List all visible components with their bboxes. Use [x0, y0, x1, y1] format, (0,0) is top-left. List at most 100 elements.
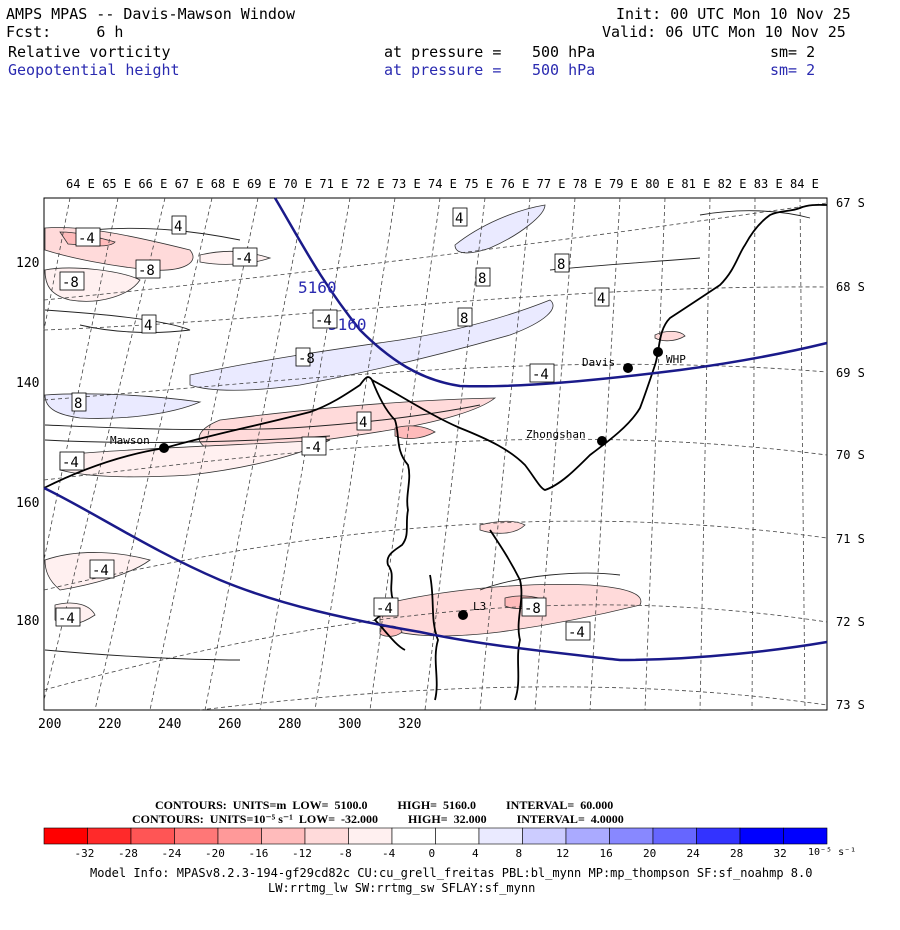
- colorbar-cell: [435, 827, 480, 845]
- latitude-label: 68 S: [836, 280, 865, 294]
- colorbar-cell: [217, 827, 262, 845]
- svg-text:-4: -4: [532, 367, 549, 383]
- vort-label: -8: [521, 597, 547, 617]
- colorbar-label: -12: [292, 847, 312, 860]
- colorbar-label: 4: [472, 847, 479, 860]
- x-tick-label: 260: [218, 717, 241, 732]
- map-frame: [43, 197, 828, 711]
- longitude-label: 72 E: [356, 177, 385, 191]
- model-info-line2: LW:rrtmg_lw SW:rrtmg_sw SFLAY:sf_mynn: [268, 881, 536, 895]
- right-latitude-labels: 67 S 68 S 69 S 70 S 71 S 72 S 73 S: [836, 196, 865, 712]
- colorbar-cell: [565, 827, 610, 845]
- svg-text:-4: -4: [78, 231, 95, 247]
- x-tick-label: 320: [398, 717, 421, 732]
- svg-text:-4: -4: [235, 251, 252, 267]
- station-label: Mawson: [110, 434, 150, 447]
- svg-text:4: 4: [455, 211, 463, 227]
- vort-label: 4: [141, 314, 157, 334]
- vort-label: -4: [312, 309, 338, 329]
- colorbar-cell: [522, 827, 567, 845]
- x-tick-label: 240: [158, 717, 181, 732]
- vort-label: -4: [565, 621, 591, 641]
- colorbar-label: 24: [687, 847, 701, 860]
- height-label: 5160: [298, 278, 337, 297]
- vort-label: -8: [59, 271, 85, 291]
- x-tick-label: 300: [338, 717, 361, 732]
- svg-text:8: 8: [460, 311, 468, 327]
- contour-legend-vorticity: CONTOURS: UNITS=10⁻⁵ s⁻¹ LOW= -32.000 HI…: [132, 812, 624, 826]
- longitude-label: 79 E: [609, 177, 638, 191]
- svg-text:-4: -4: [58, 611, 75, 627]
- height-label: 5160: [328, 315, 367, 334]
- x-tick-label: 220: [98, 717, 121, 732]
- colorbar-label: -8: [339, 847, 352, 860]
- station-marker-mawson: [159, 443, 169, 453]
- svg-text:-4: -4: [62, 455, 79, 471]
- vort-label: -4: [89, 559, 115, 579]
- svg-text:-4: -4: [568, 625, 585, 641]
- colorbar: -32 -28 -24 -20 -16 -12 -8 -4 0 4 8 12 16 20 24 28 32 10…: [43, 827, 856, 860]
- vort-label: 4: [356, 411, 372, 431]
- fcst-label: Fcst:: [6, 23, 52, 41]
- vorticity-labels: 4 -4 -8 8 4 -4 -8 8 4 -4 8 4 -4 -8 4 -4 …: [55, 207, 610, 641]
- colorbar-cell: [43, 827, 88, 845]
- vort-label: -4: [373, 597, 399, 617]
- colorbar-label: 16: [600, 847, 613, 860]
- contour-legend-height: CONTOURS: UNITS=m LOW= 5100.0 HIGH= 5160…: [155, 798, 614, 812]
- colorbar-label: 32: [774, 847, 787, 860]
- vort-label: 4: [594, 287, 610, 307]
- vort-label: -4: [301, 436, 327, 456]
- colorbar-label: 12: [556, 847, 569, 860]
- svg-text:-4: -4: [92, 563, 109, 579]
- vort-label: -4: [75, 227, 101, 247]
- longitude-label: 68 E: [211, 177, 240, 191]
- colorbar-cell: [652, 827, 697, 845]
- colorbar-cell: [391, 827, 436, 845]
- x-tick-label: 280: [278, 717, 301, 732]
- field1-level-text: at pressure =: [384, 43, 502, 61]
- vort-label: -8: [135, 259, 161, 279]
- latitude-label: 71 S: [836, 532, 865, 546]
- station-label: L3: [473, 600, 486, 613]
- colorbar-cell: [174, 827, 219, 845]
- negative-vorticity-shading: [44, 227, 686, 637]
- y-tick-label: 120: [16, 256, 39, 271]
- vort-label: 8: [457, 307, 473, 327]
- colorbar-label: -28: [118, 847, 138, 860]
- longitude-label: 84 E: [790, 177, 819, 191]
- svg-text:-4: -4: [315, 313, 332, 329]
- latitude-label: 72 S: [836, 615, 865, 629]
- station-marker-l3: [458, 610, 468, 620]
- geopotential-height-contours: [43, 197, 828, 662]
- latitude-label: 73 S: [836, 698, 865, 712]
- longitude-label: 70 E: [283, 177, 312, 191]
- vort-label: 8: [475, 267, 491, 287]
- longitude-label: 74 E: [428, 177, 457, 191]
- svg-text:-8: -8: [524, 601, 541, 617]
- longitude-label: 83 E: [754, 177, 783, 191]
- model-info-line1: Model Info: MPASv8.2.3-194-gf29cd82c CU:…: [90, 866, 813, 880]
- longitude-label: 80 E: [645, 177, 674, 191]
- colorbar-label: 28: [730, 847, 743, 860]
- stations: Davis WHP Mawson Zhongshan L3: [110, 347, 686, 620]
- valid-time: Valid: 06 UTC Mon 10 Nov 25: [602, 23, 846, 41]
- field2-name: Geopotential height: [8, 61, 180, 79]
- longitude-label: 77 E: [537, 177, 566, 191]
- colorbar-label: -16: [249, 847, 269, 860]
- y-tick-label: 160: [16, 496, 39, 511]
- latitude-label: 70 S: [836, 448, 865, 462]
- colorbar-cell: [348, 827, 393, 845]
- longitude-label: 75 E: [464, 177, 493, 191]
- vort-label: -4: [529, 363, 555, 383]
- vort-label: 4: [452, 207, 468, 227]
- vort-label: -4: [232, 247, 258, 267]
- field2-sm: sm= 2: [770, 61, 816, 79]
- colorbar-label: -20: [205, 847, 225, 860]
- colorbar-unit: 10⁻⁵ s⁻¹: [808, 847, 856, 858]
- longitude-label: 76 E: [500, 177, 529, 191]
- colorbar-cell: [783, 827, 828, 845]
- colorbar-cell: [261, 827, 306, 845]
- longitude-label: 65 E: [102, 177, 131, 191]
- fcst-value: 6 h: [96, 23, 124, 41]
- svg-text:-4: -4: [304, 440, 321, 456]
